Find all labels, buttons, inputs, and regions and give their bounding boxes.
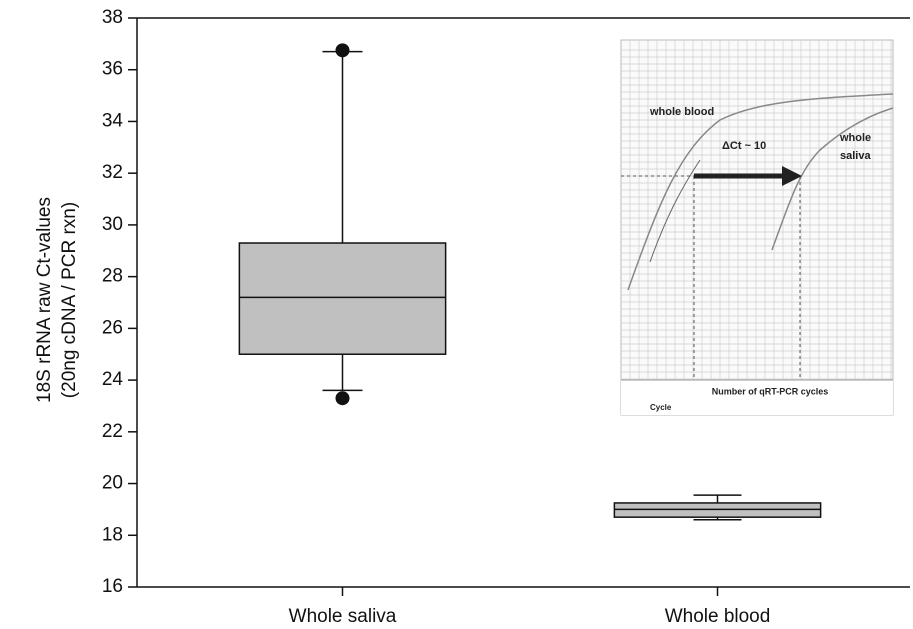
y-tick-label: 34: [102, 110, 124, 131]
y-tick-label: 30: [102, 214, 123, 235]
outlier: [336, 391, 350, 405]
inset-axis-label: Cycle: [650, 403, 672, 412]
inset-label: whole: [839, 132, 871, 144]
inset-label: ΔCt ~ 10: [722, 140, 766, 152]
box: [239, 243, 445, 354]
y-tick-label: 18: [102, 524, 123, 545]
y-tick-label: 16: [102, 576, 123, 597]
inset-label: saliva: [840, 150, 871, 162]
y-tick-label: 38: [102, 7, 123, 28]
inset-axis-label: Number of qRT-PCR cycles: [712, 386, 829, 396]
y-tick-label: 26: [102, 317, 123, 338]
y-tick-label: 22: [102, 421, 123, 442]
y-tick-label: 28: [102, 266, 123, 287]
y-tick-label: 32: [102, 162, 123, 183]
y-axis-label: (20ng cDNA / PCR rxn): [59, 202, 80, 398]
chart: 18S rRNA raw Ct-values (20ng cDNA / PCR …: [0, 0, 913, 629]
inset-label: whole blood: [649, 106, 714, 118]
x-tick-label: Whole blood: [665, 606, 771, 627]
outlier: [336, 43, 350, 57]
y-tick-label: 36: [102, 59, 123, 80]
y-tick-label: 24: [102, 369, 124, 390]
y-axis-label: 18S rRNA raw Ct-values: [34, 197, 55, 403]
x-tick-label: Whole saliva: [289, 606, 397, 627]
inset-image: whole blood ΔCt ~ 10 whole saliva Number…: [621, 40, 893, 415]
y-tick-label: 20: [102, 473, 123, 494]
